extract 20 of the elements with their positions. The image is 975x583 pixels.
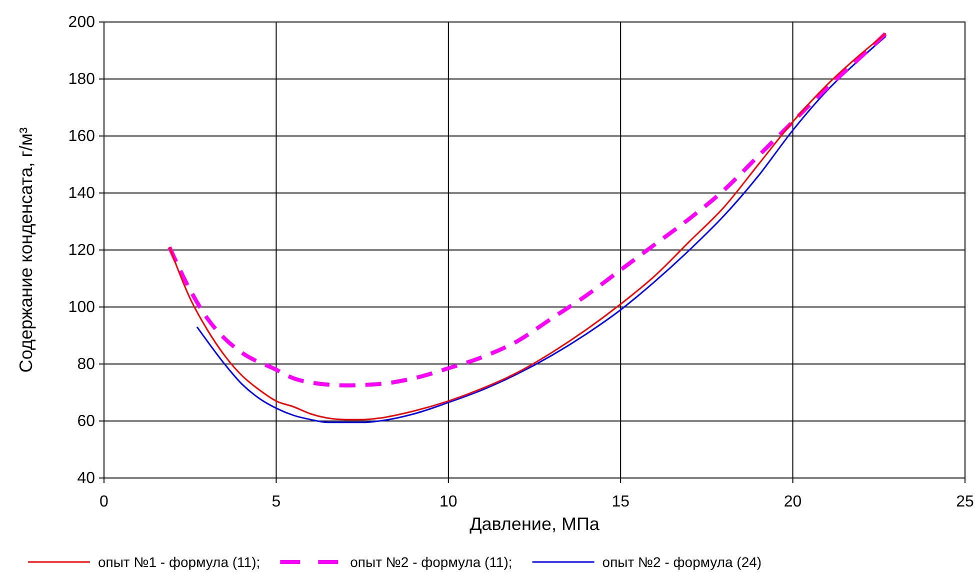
y-tick-label: 60 (77, 413, 96, 430)
y-tick-label: 200 (68, 14, 96, 32)
y-axis-title: Содержание конденсата, г/м³ (16, 127, 36, 373)
y-tick-label: 140 (68, 185, 96, 202)
x-tick-label: 20 (784, 493, 802, 510)
x-axis-title: Давление, МПа (470, 514, 600, 534)
x-tick-label: 10 (440, 493, 458, 510)
legend-label: опыт №2 - формула (24) (602, 554, 762, 570)
x-tick-label: 5 (272, 493, 281, 510)
x-tick-label: 15 (612, 493, 630, 510)
y-tick-label: 120 (68, 242, 96, 260)
legend-label: опыт №2 - формула (11); (350, 554, 512, 570)
x-tick-label: 25 (956, 493, 974, 510)
y-tick-label: 100 (68, 299, 96, 316)
y-tick-label: 180 (68, 71, 96, 88)
legend-label: опыт №1 - формула (11); (98, 554, 260, 570)
y-tick-label: 160 (68, 128, 96, 146)
y-tick-label: 80 (77, 356, 96, 374)
x-tick-label: 0 (100, 493, 109, 510)
y-tick-label: 40 (77, 470, 96, 488)
